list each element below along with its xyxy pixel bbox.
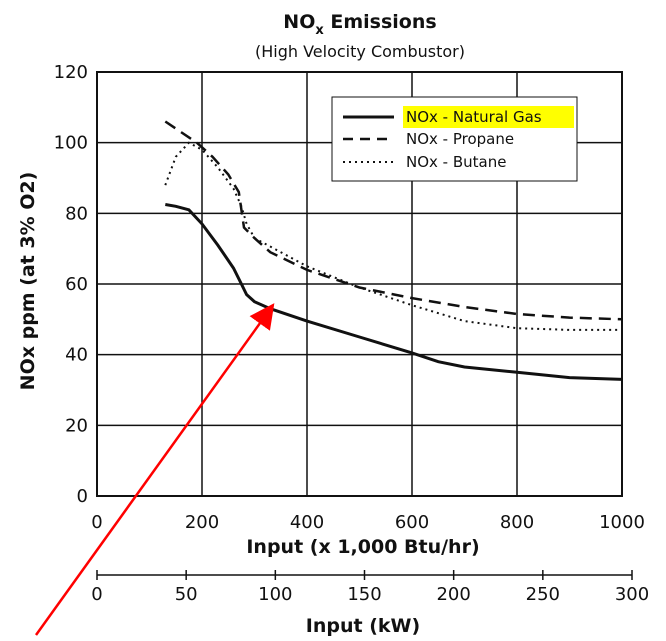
title-prefix: NO: [283, 11, 315, 33]
secondary-tick-label-300: 300: [615, 584, 649, 605]
title-subscript: x: [315, 23, 324, 38]
secondary-tick-label-150: 150: [347, 584, 381, 605]
y-tick-label-20: 20: [65, 415, 88, 436]
chart-title: NOx Emissions: [283, 11, 436, 38]
x-tick-label-800: 800: [500, 512, 534, 533]
secondary-tick-label-100: 100: [258, 584, 292, 605]
y-tick-label-100: 100: [54, 133, 88, 154]
plot-frame: [96, 71, 623, 497]
x-axis-label: Input (x 1,000 Btu/hr): [246, 536, 479, 558]
series-line-nox-butane: [164, 141, 622, 331]
legend-label-propane: NOx - Propane: [406, 130, 514, 148]
y-tick-label-120: 120: [54, 62, 88, 83]
legend: NOx - Natural Gas NOx - Propane NOx - Bu…: [331, 96, 578, 182]
y-tick-label-40: 40: [65, 345, 88, 366]
x-tick-label-1000: 1000: [599, 512, 645, 533]
x-tick-label-0: 0: [91, 512, 102, 533]
y-tick-label-80: 80: [65, 203, 88, 224]
secondary-tick-label-200: 200: [436, 584, 470, 605]
chart-subtitle: (High Velocity Combustor): [255, 42, 465, 61]
legend-label-butane: NOx - Butane: [406, 153, 506, 171]
x-tick-label-400: 400: [290, 512, 324, 533]
secondary-tick-label-250: 250: [526, 584, 560, 605]
secondary-x-axis-label: Input (kW): [306, 615, 420, 637]
y-tick-label-0: 0: [77, 486, 88, 507]
legend-highlight: [403, 106, 574, 128]
secondary-tick-label-50: 50: [175, 584, 198, 605]
series-line-nox-propane: [164, 120, 623, 321]
series-line-nox-natural-gas: [165, 203, 623, 381]
secondary-x-axis: 0 50 100 150 200 250 300: [91, 570, 649, 605]
x-tick-label-200: 200: [185, 512, 219, 533]
annotation-arrow: [34, 303, 275, 636]
y-axis-label: NOx ppm (at 3% O2): [17, 172, 39, 391]
title-suffix: Emissions: [324, 11, 437, 33]
secondary-tick-label-0: 0: [91, 584, 102, 605]
tick-layer: 0 200 400 600 800 1000 0 20 40 60 80 100 120: [54, 62, 645, 533]
x-tick-label-600: 600: [395, 512, 429, 533]
y-tick-label-60: 60: [65, 274, 88, 295]
legend-label-natural-gas: NOx - Natural Gas: [406, 108, 542, 126]
chart-title-group: NOx Emissions (High Velocity Combustor): [255, 11, 465, 61]
